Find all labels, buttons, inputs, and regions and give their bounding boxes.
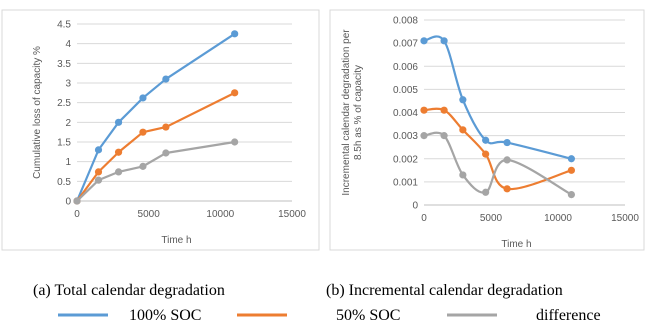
chart-b-point-50-soc [503, 185, 511, 193]
chart-a-frame [1, 9, 320, 251]
chart-a-series-line-50-soc [76, 91, 236, 202]
chart-b-point-difference [440, 132, 448, 140]
chart-a-point-100-soc [231, 30, 239, 38]
chart-b-point-difference [503, 156, 511, 164]
chart-a-point-50-soc [139, 128, 147, 136]
chart-b-y-tick-label: 0.006 [393, 62, 418, 73]
chart-b-x-tick-label: 15000 [611, 213, 639, 224]
chart-b-point-100-soc [440, 37, 448, 45]
legend-label-50-soc: 50% SOC [336, 307, 400, 324]
chart-b-y-tick-label: 0.001 [393, 177, 418, 188]
chart-b-point-50-soc [567, 166, 576, 174]
chart-a-y-tick-label: 2.5 [57, 98, 71, 109]
chart-b-point-difference [482, 188, 490, 196]
chart-a-point-50-soc [114, 148, 123, 156]
chart-a-point-50-soc [94, 168, 103, 176]
chart-a-point-50-soc [162, 123, 170, 131]
chart-a-total-calendar-degradation: 0 0.5 1 1.5 2 2.5 3 3.5 4 4.5 0 5000 10000 15000 Time … [32, 20, 306, 247]
chart-b-point-100-soc [459, 96, 467, 104]
chart-b-point-100-soc [567, 155, 576, 163]
chart-b-y-tick-label: 0.007 [393, 39, 418, 50]
chart-a-y-tick-label: 0.5 [57, 177, 71, 188]
chart-b-y-axis-label: Incremental calendar degradation per8.5h… [341, 29, 364, 196]
chart-b-x-tick-label: 10000 [544, 213, 572, 224]
caption-a: (a) Total calendar degradation [33, 282, 225, 299]
chart-b-y-tick-label: 0.008 [393, 16, 418, 27]
chart-a-x-tick-label: 5000 [138, 209, 161, 220]
chart-a-y-tick-label: 2 [65, 118, 71, 129]
chart-a-point-100-soc [114, 118, 123, 126]
chart-b-frame [329, 9, 645, 251]
chart-b-x-tick-label: 5000 [480, 213, 503, 224]
chart-b-incremental-calendar-degradation: 0 0.001 0.002 0.003 0.004 0.005 0.006 0.007 0.00… [341, 16, 639, 251]
chart-b-point-50-soc [440, 106, 448, 114]
chart-a-y-tick-label: 4.5 [57, 20, 71, 31]
chart-a-x-tick-label: 10000 [206, 209, 234, 220]
chart-a-y-tick-label: 1.5 [57, 138, 71, 149]
chart-b-y-tick-label: 0 [412, 201, 418, 212]
chart-b-y-tick-label: 0.005 [393, 85, 418, 96]
chart-a-series-line-difference [76, 140, 235, 202]
chart-b-point-50-soc [482, 150, 490, 158]
chart-b-x-axis-label: Time h [501, 239, 531, 250]
legend: 100% SOC 50% SOC difference [58, 307, 601, 324]
chart-a-point-100-soc [162, 75, 170, 83]
chart-a-y-tick-label: 4 [65, 39, 71, 50]
chart-a-x-tick-label: 0 [74, 209, 80, 220]
chart-a-point-100-soc [139, 94, 147, 102]
chart-b-point-difference [567, 190, 576, 199]
chart-b-point-difference [420, 132, 428, 140]
chart-a-point-difference [114, 168, 123, 176]
chart-a-point-difference [94, 176, 103, 184]
chart-b-y-tick-label: 0.002 [393, 154, 418, 165]
legend-label-100-soc: 100% SOC [129, 307, 201, 324]
caption-b: (b) Incremental calendar degradation [326, 282, 563, 299]
chart-a-point-100-soc [94, 146, 103, 154]
chart-a-x-axis-label: Time h [161, 235, 191, 246]
chart-a-y-tick-label: 3.5 [57, 59, 71, 70]
chart-b-point-50-soc [459, 126, 467, 134]
chart-a-series-line-100-soc [75, 32, 236, 202]
legend-label-difference: difference [536, 307, 601, 324]
chart-b-y-tick-label: 0.004 [393, 108, 418, 119]
chart-a-y-tick-label: 1 [65, 157, 71, 168]
chart-a-y-tick-label: 0 [65, 197, 71, 208]
chart-b-point-100-soc [503, 138, 511, 147]
chart-a-point-difference [162, 149, 170, 157]
chart-a-point-difference [139, 162, 147, 170]
chart-a-point-difference [231, 138, 239, 146]
chart-b-point-100-soc [420, 37, 428, 45]
chart-a-x-tick-label: 15000 [278, 209, 306, 220]
chart-a-point-difference [73, 197, 81, 205]
chart-b-point-difference [459, 171, 467, 179]
chart-b-point-50-soc [420, 106, 428, 114]
chart-a-y-axis-label: Cumulative loss of capacity % [32, 46, 43, 179]
chart-b-x-tick-label: 0 [421, 213, 427, 224]
chart-b-y-tick-label: 0.003 [393, 131, 418, 142]
chart-a-point-50-soc [231, 89, 239, 97]
chart-a-y-tick-label: 3 [65, 79, 71, 90]
chart-b-point-100-soc [482, 136, 490, 144]
